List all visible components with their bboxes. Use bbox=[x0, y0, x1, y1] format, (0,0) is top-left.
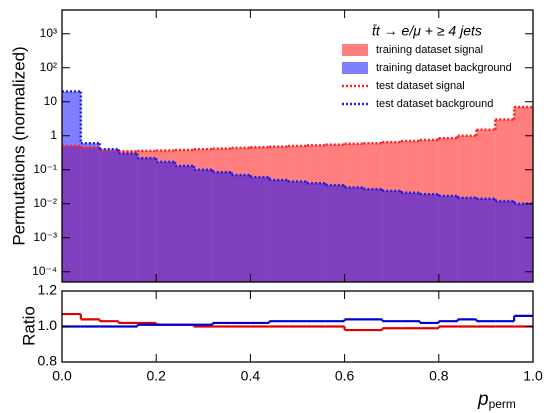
hist-bar bbox=[325, 185, 345, 282]
y-axis-label: Permutations (normalized) bbox=[9, 46, 28, 245]
x-tick-label: 0.4 bbox=[241, 368, 261, 384]
x-tick-label: 1.0 bbox=[523, 368, 543, 384]
hist-bar bbox=[231, 175, 251, 282]
hist-bar bbox=[457, 197, 477, 282]
hist-bar bbox=[363, 189, 383, 282]
y-tick-label: 1.0 bbox=[38, 317, 58, 333]
y-tick-label: 10⁻³ bbox=[33, 230, 57, 244]
y-tick-label: 10² bbox=[40, 60, 57, 74]
x-label-subscript: perm bbox=[489, 397, 516, 411]
y-tick-label: 10⁻² bbox=[33, 196, 57, 210]
hist-bar bbox=[438, 195, 458, 282]
hist-bar bbox=[193, 169, 213, 282]
hist-bar bbox=[99, 149, 119, 282]
hist-bar bbox=[344, 187, 364, 282]
x-tick-label: 0.2 bbox=[146, 368, 166, 384]
hist-bar bbox=[250, 177, 270, 282]
x-tick-label: 0.8 bbox=[429, 368, 449, 384]
y-tick-label: 10⁻¹ bbox=[33, 162, 57, 176]
ratio-axis-label: Ratio bbox=[19, 306, 38, 346]
legend-label: test dataset signal bbox=[376, 80, 465, 92]
y-tick-label: 0.8 bbox=[38, 353, 58, 369]
y-tick-label: 10⁻⁴ bbox=[32, 264, 57, 278]
x-label-symbol: p bbox=[477, 389, 489, 410]
y-tick-label: 10³ bbox=[40, 26, 57, 40]
x-tick-label: 0.0 bbox=[52, 368, 72, 384]
hist-bar bbox=[476, 198, 496, 282]
legend-label: test dataset background bbox=[376, 98, 493, 110]
x-tick-label: 0.6 bbox=[335, 368, 355, 384]
hist-bar bbox=[288, 181, 307, 282]
hist-bar bbox=[419, 194, 439, 282]
legend-swatch bbox=[342, 62, 368, 74]
plot-frame bbox=[61, 9, 534, 283]
hist-bar bbox=[306, 183, 326, 282]
hist-bar bbox=[137, 158, 157, 282]
x-axis-label: pperm bbox=[477, 389, 516, 411]
hist-bar bbox=[514, 203, 533, 282]
y-tick-label: 1 bbox=[50, 128, 57, 142]
legend-swatch bbox=[342, 44, 368, 56]
hist-bar bbox=[156, 161, 176, 282]
hist-bar bbox=[62, 91, 81, 282]
hist-bar bbox=[382, 190, 402, 282]
legend-label: training dataset background bbox=[376, 62, 512, 74]
hist-bar bbox=[175, 165, 194, 282]
hist-bar bbox=[495, 201, 515, 282]
y-tick-label: 10 bbox=[44, 94, 58, 108]
legend-label: training dataset signal bbox=[376, 44, 483, 56]
hist-bar bbox=[269, 180, 289, 282]
hist-bar bbox=[118, 153, 138, 282]
hist-bar bbox=[401, 192, 420, 282]
y-tick-label: 1.2 bbox=[38, 282, 58, 298]
hist-bar bbox=[80, 143, 100, 282]
legend-title: t̄t → e/μ + ≥ 4 jets bbox=[372, 23, 482, 39]
hist-bar bbox=[212, 172, 232, 282]
